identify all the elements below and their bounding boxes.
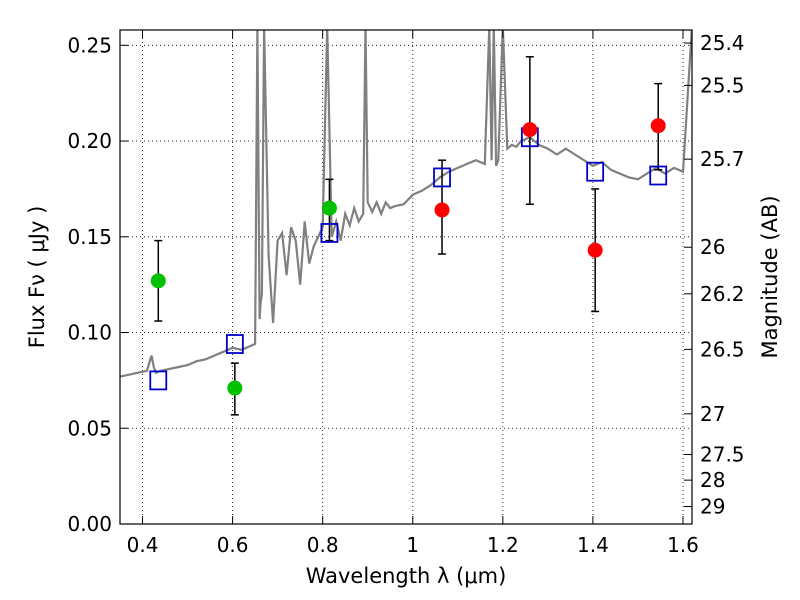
right-axis-label: Magnitude (AB) xyxy=(758,195,782,358)
right-tick-label: 26.2 xyxy=(700,282,745,306)
model-square-marker xyxy=(320,223,339,243)
observed-points xyxy=(150,118,666,396)
y-tick-label: 0.20 xyxy=(67,129,112,153)
x-axis-label: Wavelength λ (μm) xyxy=(306,564,507,588)
plot-area xyxy=(120,30,692,416)
y-tick-label: 0.25 xyxy=(67,33,112,57)
green-data-point xyxy=(321,200,337,216)
x-tick-label: 1 xyxy=(406,533,419,557)
model-square-marker xyxy=(649,165,668,186)
right-tick-label: 26.5 xyxy=(700,337,745,361)
right-tick-label: 29 xyxy=(700,495,725,519)
y-tick-label: 0.10 xyxy=(67,321,112,345)
model-square-marker xyxy=(586,161,605,182)
x-tick-label: 1.6 xyxy=(667,533,699,557)
red-data-point xyxy=(522,122,538,138)
x-tick-label: 0.6 xyxy=(217,533,249,557)
x-tick-label: 0.4 xyxy=(127,533,159,557)
model-square-marker xyxy=(149,370,168,391)
y-tick-label: 0.00 xyxy=(67,512,112,536)
green-data-point xyxy=(227,380,243,396)
red-data-point xyxy=(434,202,450,218)
grid xyxy=(120,30,692,524)
right-tick-label: 27.5 xyxy=(700,442,745,466)
x-tick-label: 1.2 xyxy=(487,533,519,557)
green-data-point xyxy=(150,273,166,289)
tick-labels: 0.4 0.6 0.8 1 1.2 1.4 1.6 0.00 0.05 0.10 0.15 0.20 0… xyxy=(67,31,744,557)
model-square-marker xyxy=(225,334,244,354)
y-tick-label: 0.05 xyxy=(67,416,112,440)
x-tick-label: 0.8 xyxy=(307,533,339,557)
y-axis-label: Flux Fν ( μJy ) xyxy=(25,206,49,349)
right-tick-label: 28 xyxy=(700,468,725,492)
axis-ticks xyxy=(120,30,692,525)
right-tick-label: 27 xyxy=(700,402,725,426)
error-bars xyxy=(154,56,663,416)
x-tick-label: 1.4 xyxy=(577,533,609,557)
model-square-marker xyxy=(433,167,451,188)
right-tick-label: 25.5 xyxy=(700,73,745,97)
right-tick-label: 25.4 xyxy=(700,31,745,55)
model-photometry-squares xyxy=(149,127,668,391)
plot-frame xyxy=(119,29,693,525)
red-data-point xyxy=(587,242,603,258)
right-tick-label: 25.7 xyxy=(700,147,745,171)
right-tick-label: 26 xyxy=(700,235,725,259)
model-spectrum-line xyxy=(120,30,692,378)
y-tick-label: 0.15 xyxy=(67,225,112,249)
red-data-point xyxy=(650,118,666,134)
